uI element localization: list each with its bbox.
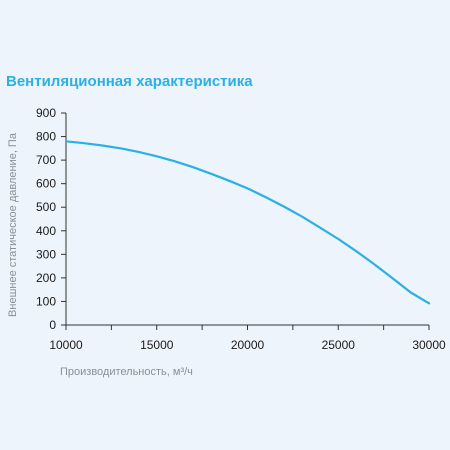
y-axis-label: Внешнее статическое давление, Па	[7, 132, 19, 317]
x-tick-label-0: 10000	[49, 338, 83, 352]
y-tick-label-1: 100	[36, 294, 56, 308]
x-tick-label-2: 20000	[231, 338, 265, 352]
x-tick-label-1: 15000	[140, 338, 174, 352]
axes-layer	[65, 113, 429, 326]
x-axis-label: Производительность, м³/ч	[60, 366, 193, 378]
series-line-0	[64, 140, 431, 305]
y-tick-label-4: 400	[36, 224, 56, 238]
y-tick-label-9: 900	[36, 106, 56, 120]
y-tick-label-3: 300	[36, 247, 56, 261]
series-layer	[64, 140, 431, 305]
y-tick-label-7: 700	[36, 153, 56, 167]
y-tick-label-6: 600	[36, 177, 56, 191]
y-tick-label-5: 500	[36, 200, 56, 214]
y-tick-label-8: 800	[36, 130, 56, 144]
x-tick-label-4: 30000	[412, 338, 446, 352]
y-tick-label-2: 200	[36, 271, 56, 285]
chart-title: Вентиляционная характеристика	[6, 73, 253, 90]
x-tick-label-3: 25000	[322, 338, 356, 352]
ticks-layer: 0 100 200 300 400 500 600 700 800 900 10000 15000 20…	[36, 106, 446, 352]
y-tick-label-0: 0	[49, 318, 56, 332]
